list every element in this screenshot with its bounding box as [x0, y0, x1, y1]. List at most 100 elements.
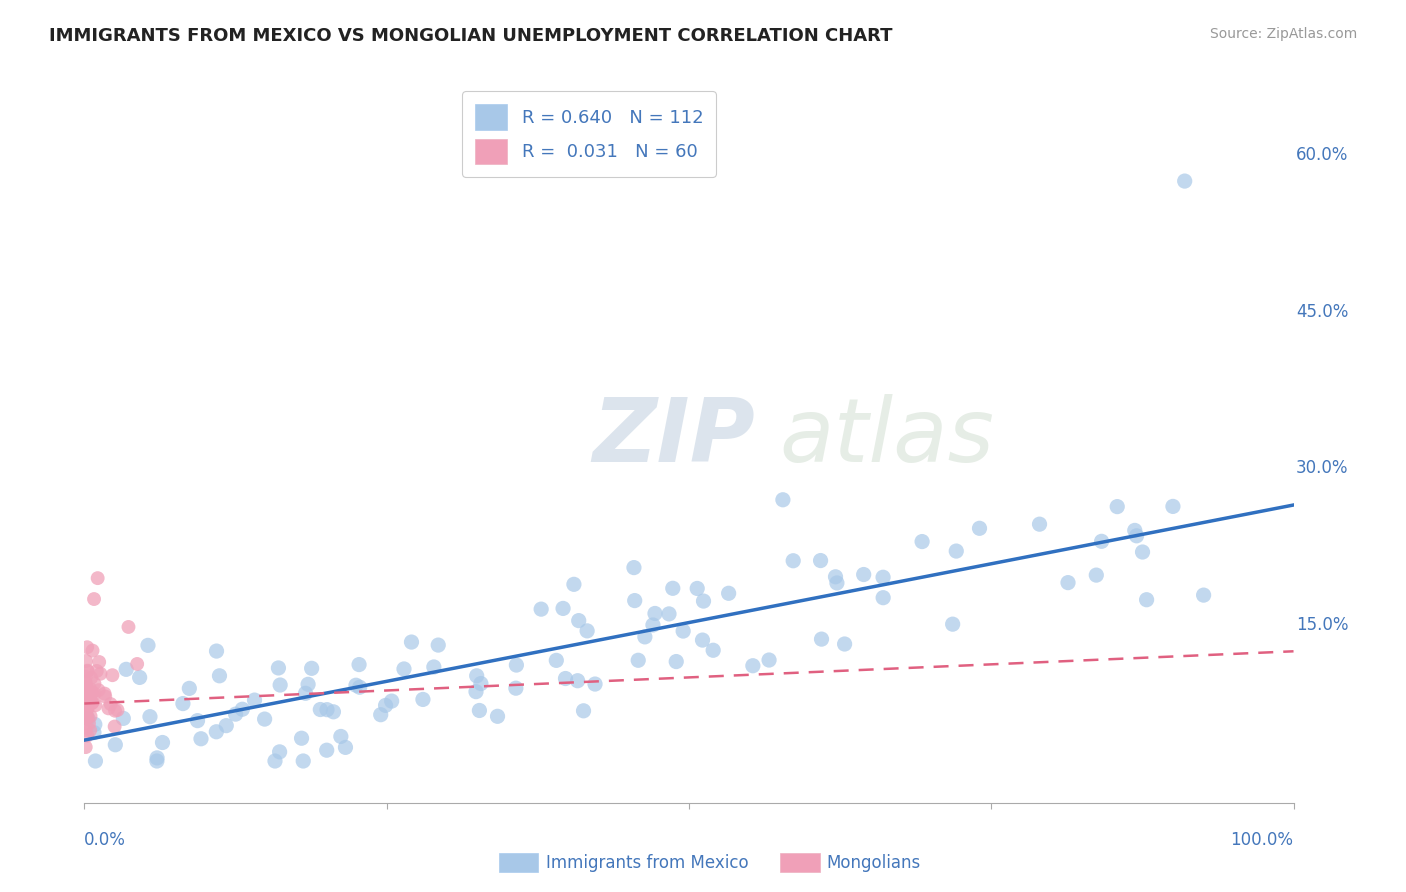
Point [627, 653, 650, 667]
Point [505, 681, 527, 696]
Point [1161, 500, 1184, 514]
Point [83, 592, 105, 607]
Point [1085, 568, 1108, 582]
Point [77, 692, 100, 706]
Point [662, 582, 685, 596]
Point [75, 681, 97, 695]
Point [969, 521, 991, 535]
Point [717, 586, 740, 600]
Point [392, 662, 415, 676]
Point [205, 724, 228, 739]
Point [76, 664, 98, 678]
Point [76, 689, 98, 703]
Point [75, 687, 97, 701]
Point [623, 560, 645, 574]
Point [128, 670, 150, 684]
Point [1192, 588, 1215, 602]
Point [465, 684, 488, 698]
Point [77, 712, 100, 726]
Point [810, 632, 832, 647]
Point [370, 707, 392, 722]
Point [139, 709, 162, 723]
Point [872, 570, 894, 584]
Point [530, 602, 553, 616]
Point [75, 689, 97, 703]
Point [225, 707, 247, 722]
Point [208, 669, 231, 683]
Point [79, 723, 101, 738]
Point [76, 712, 98, 726]
Text: 0.0%: 0.0% [84, 830, 127, 848]
Point [825, 576, 848, 591]
Text: 100.0%: 100.0% [1230, 830, 1294, 848]
Point [97, 701, 120, 715]
Point [75, 670, 97, 684]
Point [80, 671, 103, 685]
Point [76, 709, 98, 723]
Point [83, 676, 105, 690]
Point [215, 718, 238, 732]
Point [486, 709, 509, 723]
Point [401, 635, 423, 649]
Point [546, 653, 568, 667]
Point [349, 680, 371, 694]
Point [911, 534, 934, 549]
Point [89, 666, 111, 681]
Point [672, 624, 695, 638]
Point [692, 633, 714, 648]
Point [75, 696, 97, 710]
Point [75, 675, 97, 690]
Point [810, 553, 832, 567]
Point [301, 661, 323, 675]
Text: Source: ZipAtlas.com: Source: ZipAtlas.com [1209, 27, 1357, 41]
Point [77, 699, 100, 714]
Point [79, 688, 101, 702]
Point [347, 657, 370, 672]
Point [100, 697, 122, 711]
Point [567, 673, 589, 688]
Point [658, 607, 681, 621]
Point [190, 731, 212, 746]
Point [205, 644, 228, 658]
Point [75, 685, 97, 699]
Point [551, 601, 574, 615]
Point [101, 668, 124, 682]
Point [83, 725, 105, 739]
Point [231, 702, 253, 716]
Point [77, 693, 100, 707]
Text: 60.0%: 60.0% [1296, 146, 1348, 164]
Point [945, 544, 967, 558]
Point [79, 709, 101, 723]
Point [107, 703, 129, 717]
Point [79, 686, 101, 700]
Point [115, 662, 138, 676]
Point [93, 687, 115, 701]
Point [290, 731, 312, 746]
Point [316, 703, 339, 717]
Point [1107, 500, 1129, 514]
Point [75, 690, 97, 705]
Point [1123, 524, 1146, 538]
Point [80, 686, 103, 700]
Point [75, 710, 97, 724]
Text: Mongolians: Mongolians [827, 854, 921, 871]
Point [686, 582, 709, 596]
Text: 30.0%: 30.0% [1296, 459, 1348, 477]
Point [412, 692, 434, 706]
Point [505, 658, 527, 673]
Point [87, 683, 110, 698]
Point [76, 640, 98, 655]
Point [824, 570, 846, 584]
Point [75, 740, 97, 755]
Point [76, 681, 98, 696]
Point [1057, 575, 1080, 590]
Point [834, 637, 856, 651]
Point [80, 685, 103, 699]
Point [75, 680, 97, 694]
Point [623, 593, 645, 607]
Text: Immigrants from Mexico: Immigrants from Mexico [546, 854, 748, 871]
Point [75, 723, 97, 737]
Point [782, 554, 804, 568]
Point [75, 707, 97, 722]
Point [243, 693, 266, 707]
